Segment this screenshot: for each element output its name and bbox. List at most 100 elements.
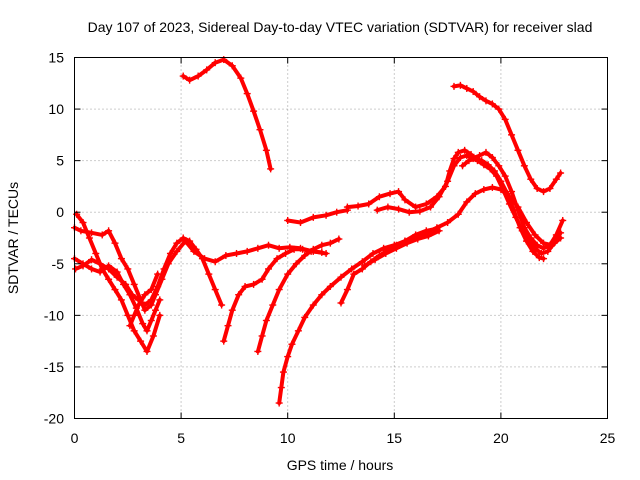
data-point xyxy=(282,249,290,257)
data-point xyxy=(444,177,452,185)
data-point xyxy=(326,282,334,290)
data-point xyxy=(192,245,200,253)
data-point xyxy=(546,184,554,192)
x-tick-label: 15 xyxy=(387,430,403,446)
data-point xyxy=(205,270,213,278)
data-point xyxy=(235,291,243,299)
data-point xyxy=(559,216,567,224)
series-arc-14 xyxy=(450,81,565,196)
data-point xyxy=(488,154,496,162)
data-point xyxy=(424,232,432,240)
data-point xyxy=(527,175,535,183)
data-point xyxy=(96,260,104,268)
data-point xyxy=(422,200,430,208)
data-point xyxy=(488,183,496,191)
series-arc-5 xyxy=(126,270,162,330)
data-point xyxy=(531,231,539,239)
data-point xyxy=(237,74,245,82)
data-point xyxy=(117,296,125,304)
data-point xyxy=(111,286,119,294)
data-point xyxy=(386,190,394,198)
data-point xyxy=(269,301,277,309)
data-point xyxy=(326,239,334,247)
data-point xyxy=(241,282,249,290)
data-point xyxy=(284,216,292,224)
data-point xyxy=(469,88,477,96)
data-point xyxy=(535,254,543,262)
data-point xyxy=(256,126,264,134)
series-trace-arc-3 xyxy=(74,212,162,354)
data-point xyxy=(147,317,155,325)
data-point xyxy=(130,327,138,335)
data-point xyxy=(85,234,93,242)
data-point xyxy=(186,76,194,84)
data-point xyxy=(322,211,330,219)
data-point xyxy=(471,155,479,163)
data-point xyxy=(275,399,283,407)
data-point xyxy=(395,205,403,213)
data-point xyxy=(333,208,341,216)
data-point xyxy=(258,275,266,283)
data-point xyxy=(92,249,100,257)
data-point xyxy=(279,368,287,376)
data-point xyxy=(211,286,219,294)
data-point xyxy=(450,162,458,170)
data-point xyxy=(254,244,262,252)
data-point xyxy=(299,245,307,253)
data-point xyxy=(250,107,258,115)
data-point xyxy=(501,172,509,180)
data-point xyxy=(476,151,484,159)
y-tick-label: 15 xyxy=(48,50,64,66)
data-point xyxy=(435,193,443,201)
y-tick-labels: -20 -15 -10 -5 0 5 10 15 xyxy=(44,50,64,427)
y-tick-label: 0 xyxy=(56,204,64,220)
data-point xyxy=(337,299,345,307)
data-point xyxy=(186,237,194,245)
data-point xyxy=(156,311,164,319)
data-point xyxy=(405,208,413,216)
data-point xyxy=(79,262,87,270)
data-point xyxy=(113,273,121,281)
data-point xyxy=(275,244,283,252)
series-arc-4 xyxy=(72,234,226,309)
data-point xyxy=(510,206,518,214)
data-point xyxy=(179,234,187,242)
data-point xyxy=(211,59,219,67)
data-point xyxy=(343,286,351,294)
data-point xyxy=(533,241,541,249)
y-tick-label: -20 xyxy=(44,411,64,427)
data-point xyxy=(122,280,130,288)
y-tick-label: -5 xyxy=(52,256,65,272)
data-point xyxy=(463,198,471,206)
data-point xyxy=(228,306,236,314)
data-point xyxy=(540,255,548,263)
data-point xyxy=(211,258,219,266)
data-point xyxy=(88,256,96,264)
data-point xyxy=(416,207,424,215)
data-point xyxy=(130,280,138,288)
data-point xyxy=(382,249,390,257)
series-arc-15 xyxy=(459,155,548,263)
data-point xyxy=(454,210,462,218)
data-point xyxy=(267,165,275,173)
data-point xyxy=(301,313,309,321)
data-point xyxy=(262,317,270,325)
data-point xyxy=(435,227,443,235)
data-point xyxy=(79,219,87,227)
data-point xyxy=(294,327,302,335)
x-tick-label: 0 xyxy=(71,430,79,446)
x-tick-labels: 0 5 10 15 20 25 xyxy=(71,430,616,446)
data-point xyxy=(335,235,343,243)
data-point xyxy=(354,202,362,210)
data-point xyxy=(147,296,155,304)
data-point xyxy=(503,190,511,198)
series-trace-arc-5 xyxy=(127,272,160,328)
data-point xyxy=(222,252,230,260)
data-point xyxy=(77,227,85,235)
data-point xyxy=(117,255,125,263)
data-point xyxy=(124,265,132,273)
y-tick-label: -15 xyxy=(44,359,64,375)
x-tick-label: 5 xyxy=(177,430,185,446)
data-point xyxy=(309,213,317,221)
data-point xyxy=(318,248,326,256)
